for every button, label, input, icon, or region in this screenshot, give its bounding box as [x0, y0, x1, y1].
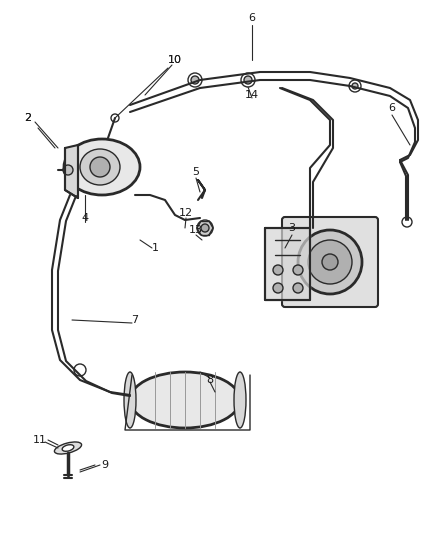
Circle shape	[298, 230, 362, 294]
Text: 12: 12	[179, 208, 193, 218]
Text: 14: 14	[245, 90, 259, 100]
Text: 11: 11	[33, 435, 47, 445]
Text: 8: 8	[206, 375, 214, 385]
Text: 7: 7	[131, 315, 138, 325]
Ellipse shape	[80, 149, 120, 185]
Polygon shape	[265, 228, 310, 300]
Circle shape	[349, 80, 361, 92]
Circle shape	[74, 364, 86, 376]
Ellipse shape	[90, 157, 110, 177]
Polygon shape	[65, 145, 78, 198]
Circle shape	[244, 76, 252, 84]
Text: 10: 10	[168, 55, 182, 65]
Circle shape	[308, 240, 352, 284]
Circle shape	[352, 83, 358, 89]
Text: 6: 6	[389, 103, 396, 113]
Text: 3: 3	[289, 223, 296, 233]
Circle shape	[63, 165, 73, 175]
Ellipse shape	[62, 445, 74, 451]
Circle shape	[188, 73, 202, 87]
Ellipse shape	[124, 372, 136, 428]
Circle shape	[191, 76, 199, 84]
Text: 6: 6	[248, 13, 255, 23]
Text: 4: 4	[81, 213, 88, 223]
Ellipse shape	[130, 372, 240, 428]
Text: 5: 5	[192, 167, 199, 177]
Circle shape	[402, 217, 412, 227]
Circle shape	[201, 224, 209, 232]
Circle shape	[273, 265, 283, 275]
Text: 9: 9	[102, 460, 109, 470]
Text: 13: 13	[189, 225, 203, 235]
Text: 10: 10	[168, 55, 182, 65]
Circle shape	[293, 283, 303, 293]
Text: 1: 1	[152, 243, 159, 253]
Ellipse shape	[234, 372, 246, 428]
Circle shape	[241, 73, 255, 87]
Text: 2: 2	[25, 113, 32, 123]
Text: 2: 2	[25, 113, 32, 123]
FancyBboxPatch shape	[282, 217, 378, 307]
Circle shape	[273, 283, 283, 293]
Circle shape	[322, 254, 338, 270]
Circle shape	[293, 265, 303, 275]
Circle shape	[111, 114, 119, 122]
Ellipse shape	[54, 442, 81, 454]
Circle shape	[197, 220, 213, 236]
Ellipse shape	[64, 139, 140, 195]
